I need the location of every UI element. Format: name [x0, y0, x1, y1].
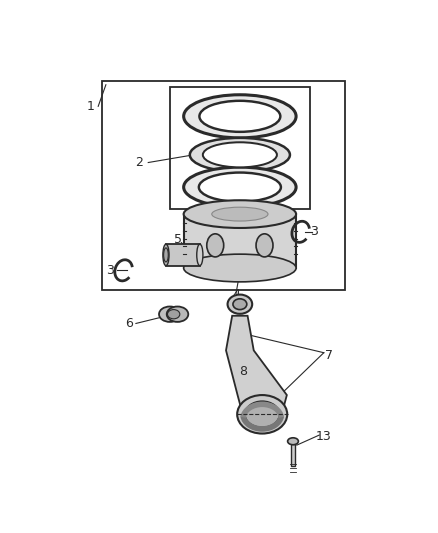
Ellipse shape [256, 234, 273, 257]
Text: 8: 8 [239, 366, 247, 378]
Text: 3: 3 [310, 225, 318, 238]
Ellipse shape [197, 244, 203, 265]
Text: 6: 6 [125, 317, 133, 330]
Ellipse shape [184, 95, 296, 138]
Text: 7: 7 [325, 349, 333, 361]
Ellipse shape [233, 299, 247, 310]
Text: 13: 13 [316, 430, 332, 443]
Text: 4: 4 [232, 288, 240, 302]
Ellipse shape [228, 295, 252, 314]
Text: 1: 1 [87, 100, 95, 113]
Polygon shape [226, 316, 287, 407]
Ellipse shape [159, 306, 180, 322]
Ellipse shape [199, 173, 281, 202]
Ellipse shape [212, 207, 268, 221]
Bar [170, 87, 310, 209]
Text: 5: 5 [173, 233, 181, 246]
Ellipse shape [288, 438, 298, 445]
Ellipse shape [199, 101, 280, 132]
Text: 2: 2 [135, 156, 143, 169]
Ellipse shape [184, 200, 296, 228]
Bar [102, 81, 345, 289]
Bar [166, 244, 200, 265]
Ellipse shape [167, 306, 188, 322]
Ellipse shape [184, 167, 296, 207]
Ellipse shape [190, 138, 290, 172]
Ellipse shape [237, 395, 287, 433]
Ellipse shape [207, 234, 224, 257]
Ellipse shape [245, 401, 279, 427]
Ellipse shape [164, 248, 168, 262]
Text: 3: 3 [106, 264, 114, 277]
Ellipse shape [163, 244, 169, 265]
Ellipse shape [167, 310, 180, 319]
Ellipse shape [184, 254, 296, 282]
Ellipse shape [203, 142, 277, 167]
Bar [291, 445, 295, 466]
Bar [184, 214, 296, 268]
